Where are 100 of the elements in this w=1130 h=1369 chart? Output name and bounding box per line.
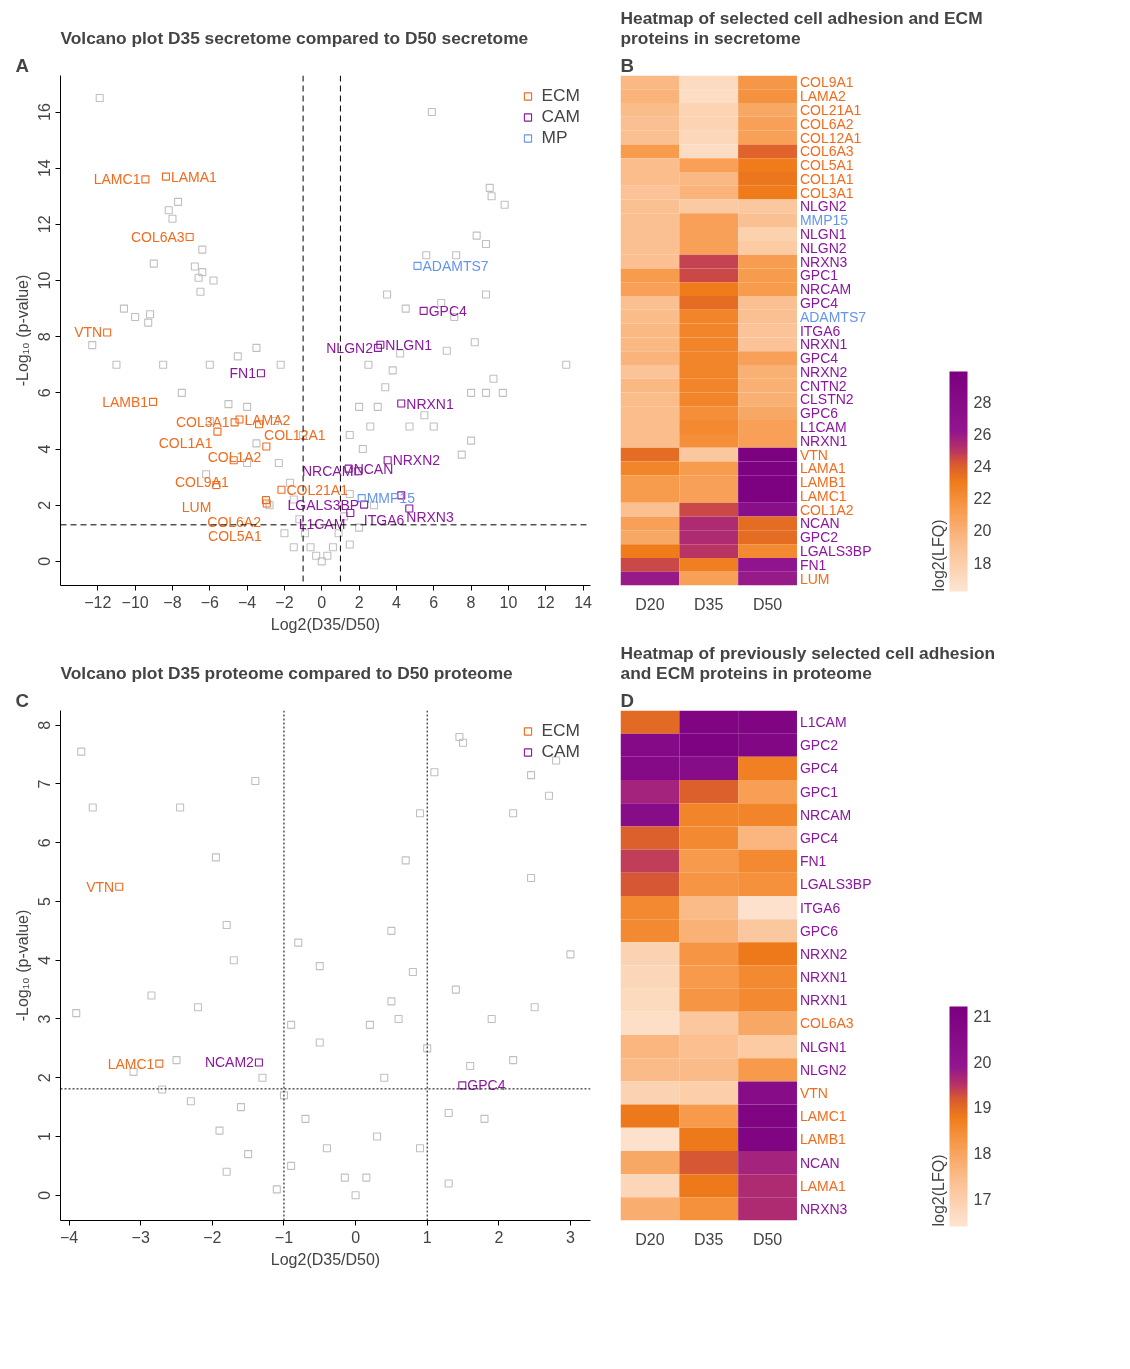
point [186,1097,195,1106]
point [244,1150,253,1159]
x-tick-label: −10 [121,593,149,611]
point [262,442,271,451]
legend-label: CAM [541,741,580,762]
data-label: LAMC1 [107,1055,155,1072]
color-bar-label: 24 [973,458,992,476]
point [294,938,303,947]
data-label: COL1A2 [207,449,262,466]
data-label: LAMC1 [93,171,141,188]
point [480,1114,489,1123]
chart-title: Volcano plot D35 proteome compared to D50 proteome [60,662,514,683]
y-tick-label: GPC4 [799,830,839,846]
y-tick-label: 16 [36,103,54,121]
point [149,397,158,406]
point [373,1132,382,1141]
point [451,985,460,994]
data-label: NCAN [353,460,394,477]
point [287,1020,296,1029]
data-label: LUM [181,498,212,515]
point [256,369,265,378]
y-tick-label: NRXN2 [799,945,848,962]
point [115,882,124,891]
y-tick-label: NCAN [799,1154,840,1171]
point [185,232,194,242]
x-tick-label: −3 [131,1228,150,1246]
y-tick-label: NCAN [799,515,840,532]
point [229,956,238,965]
point [211,853,220,862]
point [215,1126,224,1135]
point [415,809,425,818]
color-bar-title: log2(LFQ) [929,519,947,592]
y-tick-label: VTN [799,1085,828,1101]
color-bar-label: 17 [973,1191,992,1208]
point [423,1044,432,1053]
data-label: VTN [74,324,103,341]
x-tick-label: D20 [635,1230,665,1248]
color-bar-label: 21 [973,1007,992,1025]
point [235,415,244,424]
point [279,1091,289,1100]
point [213,427,222,436]
point [419,306,428,315]
point [251,776,260,786]
point [527,873,536,882]
data-label: COL3A1 [175,414,230,431]
point [351,1191,360,1200]
point [77,747,86,756]
point [544,791,554,800]
y-tick-label: 3 [36,1014,54,1024]
point [272,1185,281,1194]
point [365,1020,374,1029]
point [141,175,150,184]
color-bar-label: 26 [973,426,992,444]
x-tick-label: −12 [84,593,112,611]
point [236,1103,246,1112]
point [103,328,112,337]
y-tick-label: GPC6 [799,922,839,939]
legend-label: ECM [541,85,580,106]
x-tick-label: −6 [200,593,220,611]
x-tick-label: D50 [752,1230,783,1248]
point [230,418,239,427]
legend-label: ECM [541,720,580,741]
y-tick-label: ITGA6 [799,899,841,916]
point [455,732,464,741]
y-tick-label: NRXN3 [799,253,848,270]
data-label: NLGN1 [385,336,433,353]
y-tick-label: NRXN1 [799,992,848,1009]
point [387,926,396,935]
point [287,1161,296,1170]
data-label: NLGN2 [326,339,374,356]
y-tick-label: LGALS3BP [799,876,872,893]
point [458,738,468,747]
y-axis-title: -Log₁₀ (p-value) [13,274,31,387]
x-tick-label: 14 [574,593,593,611]
y-tick-label: NRXN1 [799,336,848,353]
chart-title: Heatmap of previously selected cell adhesion and ECM proteins in proteome [620,642,996,683]
point [487,1014,496,1024]
text: A [15,54,29,76]
y-tick-label: GPC2 [799,737,839,754]
point [408,967,417,977]
y-tick-label: NRXN3 [799,1200,848,1217]
point [458,1081,467,1090]
point [509,1056,518,1065]
data-label: ITGA6 [363,511,405,528]
point [466,1061,475,1071]
point [530,1003,539,1012]
point [394,1014,403,1024]
x-tick-label: 8 [466,593,476,611]
point [380,1073,389,1082]
y-tick-label: COL3A1 [799,184,854,201]
data-label: COL9A1 [174,474,229,491]
point [315,962,324,971]
y-tick-label: ADAMTS7 [799,308,867,325]
x-tick-label: 0 [317,593,327,611]
point [405,504,414,513]
color-bar-label: 28 [973,394,992,412]
data-label: L1CAM [298,516,346,533]
x-axis-title: Log2(D35/D50) [270,615,381,633]
y-tick-label: GPC4 [799,760,839,777]
data-label: GPC4 [428,302,467,319]
